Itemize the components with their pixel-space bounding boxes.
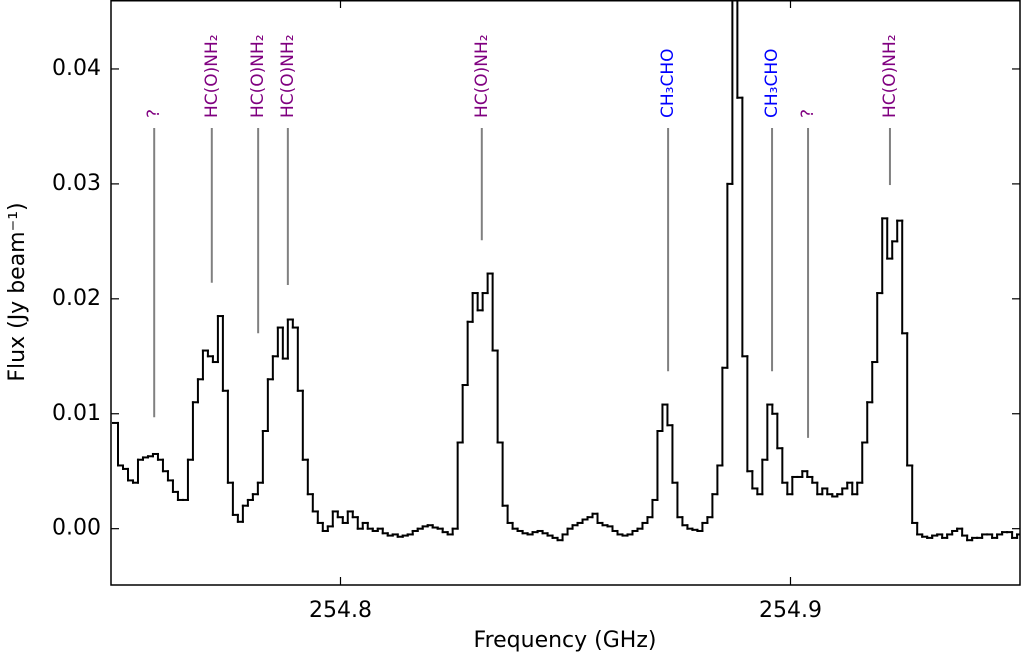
plot-area (112, 0, 1020, 542)
y-tick-label: 0.03 (52, 171, 101, 196)
y-tick-label: 0.04 (52, 56, 101, 81)
annotation-label: CH₃CHO (658, 48, 678, 118)
annotation-label: HC(O)NH₂ (202, 34, 222, 118)
annotation-label: HC(O)NH₂ (278, 34, 298, 118)
annotation-label: HC(O)NH₂ (880, 34, 900, 118)
axes-frame (110, 0, 1021, 586)
x-axis-label: Frequency (GHz) (474, 628, 657, 653)
annotation-label: HC(O)NH₂ (248, 34, 268, 118)
annotation-label: ? (144, 109, 164, 118)
y-tick-label: 0.02 (52, 286, 101, 311)
y-axis-label: Flux (Jy beam⁻¹) (5, 202, 30, 381)
y-tick-label: 0.01 (52, 401, 101, 426)
annotation-label: ? (798, 109, 818, 118)
annotation-label: CH₃CHO (762, 48, 782, 118)
annotation-label: HC(O)NH₂ (472, 34, 492, 118)
y-tick-label: 0.00 (52, 516, 101, 541)
x-tick-label: 254.8 (309, 598, 372, 623)
x-tick-label: 254.9 (759, 598, 822, 623)
